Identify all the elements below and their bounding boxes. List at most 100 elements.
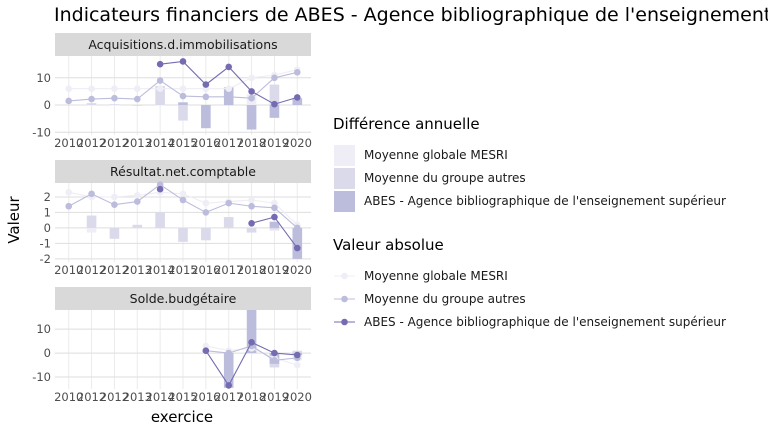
facet-strip-label: Résultat.net.comptable: [110, 164, 256, 179]
bar: [246, 226, 257, 228]
y-tick-label: -10: [32, 370, 51, 384]
data-point: [271, 356, 278, 364]
data-point: [111, 201, 118, 208]
data-point: [65, 202, 73, 210]
bar: [178, 105, 188, 121]
bar: [109, 105, 120, 106]
x-tick-label: 2020: [283, 136, 312, 150]
bar: [269, 221, 280, 228]
data-point: [65, 188, 73, 196]
y-tick-label: -2: [40, 252, 51, 266]
facet-strip: [55, 160, 311, 183]
x-axis-title: exercice: [151, 408, 213, 426]
data-point: [248, 196, 255, 204]
data-point: [88, 95, 95, 103]
legend-entry-label: ABES - Agence bibliographique de l'ensei…: [364, 315, 726, 329]
data-point: [111, 85, 118, 92]
x-tick-label: 2015: [168, 263, 197, 277]
x-tick-label: 2014: [146, 136, 175, 150]
facet-strip-label: Solde.budgétaire: [130, 291, 237, 306]
y-tick-label: 10: [36, 71, 51, 85]
x-tick-label: 2014: [146, 263, 175, 277]
x-tick-label: 2012: [100, 136, 129, 150]
legend-entry-label: ABES - Agence bibliographique de l'ensei…: [364, 194, 726, 208]
y-tick-label: 0: [44, 221, 51, 235]
legend-key-point: [341, 272, 348, 280]
data-point: [293, 94, 301, 101]
data-point: [225, 63, 233, 71]
data-point: [271, 349, 278, 357]
legend-key-swatch: [334, 145, 355, 166]
data-point: [179, 196, 187, 204]
data-point: [111, 94, 118, 102]
data-point: [248, 202, 255, 210]
data-point: [225, 93, 233, 101]
bar: [246, 310, 257, 354]
data-point: [156, 85, 164, 92]
x-tick-label: 2013: [123, 390, 152, 404]
data-point: [179, 58, 187, 65]
data-point: [202, 199, 210, 207]
data-point: [65, 85, 73, 92]
x-tick-label: 2016: [191, 136, 220, 150]
bar: [292, 98, 303, 106]
data-point: [88, 85, 95, 92]
bar: [201, 227, 211, 241]
x-tick-label: 2020: [283, 390, 312, 404]
bar: [201, 105, 211, 129]
legend-entry-label: Moyenne globale MESRI: [364, 148, 508, 162]
legend-title: Valeur absolue: [333, 236, 444, 254]
data-point: [293, 361, 301, 369]
data-point: [225, 199, 233, 207]
y-tick-label: -1: [40, 236, 51, 250]
legend-entry-label: Moyenne du groupe autres: [364, 292, 526, 306]
x-tick-label: 2012: [77, 263, 106, 277]
facet-panels: Acquisitions.d.immobilisations-100102010…: [32, 33, 312, 404]
data-point: [248, 219, 255, 227]
data-point: [248, 94, 255, 102]
bar: [269, 84, 280, 106]
data-point: [248, 88, 255, 95]
x-tick-label: 2016: [191, 263, 220, 277]
data-point: [225, 85, 233, 92]
data-point: [156, 77, 164, 84]
legend-entry-label: Moyenne globale MESRI: [364, 269, 508, 283]
x-tick-label: 2018: [237, 136, 266, 150]
x-tick-label: 2020: [283, 263, 312, 277]
data-point: [202, 81, 210, 88]
data-point: [133, 95, 141, 103]
bar: [155, 85, 165, 106]
x-tick-label: 2019: [260, 390, 289, 404]
x-tick-label: 2014: [146, 390, 175, 404]
bar: [86, 215, 97, 228]
bar: [109, 104, 120, 106]
x-tick-label: 2010: [54, 390, 83, 404]
y-tick-label: -10: [32, 125, 51, 139]
data-point: [271, 204, 278, 212]
data-point: [293, 69, 301, 76]
y-tick-label: 1: [44, 205, 51, 219]
data-point: [179, 190, 187, 198]
data-point: [271, 74, 278, 82]
bar: [178, 227, 188, 242]
bar: [223, 353, 234, 388]
data-point: [293, 351, 301, 359]
x-tick-label: 2017: [214, 263, 243, 277]
facet-panel: Acquisitions.d.immobilisations -10 0 10 2010…: [32, 33, 312, 150]
bar: [269, 227, 280, 230]
data-point: [179, 92, 187, 100]
data-point: [133, 85, 141, 92]
facet-panel: Résultat.net.comptable-2-101220102012201…: [40, 160, 312, 277]
data-point: [88, 190, 95, 198]
legend-title: Différence annuelle: [333, 115, 480, 133]
bar: [223, 105, 234, 106]
legend-key-swatch: [334, 191, 355, 212]
bar: [269, 105, 280, 118]
x-tick-label: 2018: [237, 390, 266, 404]
data-point: [156, 60, 164, 68]
x-tick-label: 2016: [191, 390, 220, 404]
y-tick-label: 0: [44, 346, 51, 360]
data-point: [179, 85, 187, 92]
x-tick-label: 2015: [168, 390, 197, 404]
facet-strip-label: Acquisitions.d.immobilisations: [88, 37, 277, 52]
